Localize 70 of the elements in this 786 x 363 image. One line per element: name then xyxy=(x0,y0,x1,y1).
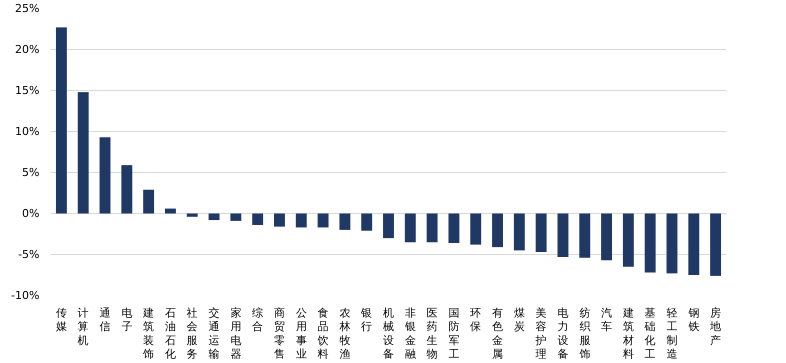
bar xyxy=(318,214,329,228)
x-tick-label: 煤炭 xyxy=(514,306,525,334)
x-tick-label: 综合 xyxy=(252,306,264,334)
y-tick-label: 5% xyxy=(22,166,40,179)
bar xyxy=(601,214,612,260)
x-tick-label: 建筑装饰 xyxy=(142,306,154,360)
x-tick-label: 石油石化 xyxy=(164,306,176,360)
x-tick-label: 建筑材料 xyxy=(622,306,634,360)
x-tick-label: 基础化工 xyxy=(644,306,656,360)
x-tick-label: 房地产 xyxy=(709,306,722,347)
x-tick-label: 美容护理 xyxy=(534,306,547,360)
bar xyxy=(644,214,656,273)
x-tick-label: 钢铁 xyxy=(687,306,700,334)
bar xyxy=(536,214,547,252)
x-tick-label: 农林牧渔 xyxy=(338,306,350,360)
x-tick-label: 机械设备 xyxy=(383,306,394,360)
x-tick-label: 计算机 xyxy=(78,306,89,347)
bar xyxy=(448,214,460,244)
x-tick-label: 银行 xyxy=(360,306,372,334)
x-tick-label: 交通运输 xyxy=(208,306,220,360)
x-tick-label: 家用电器 xyxy=(230,306,242,360)
x-tick-label: 社会服务 xyxy=(186,306,198,360)
bar xyxy=(230,214,242,221)
bar xyxy=(710,214,722,276)
x-tick-label: 轻工制造 xyxy=(666,306,678,360)
bar xyxy=(514,214,525,250)
bar xyxy=(688,214,700,275)
bar xyxy=(426,214,438,242)
x-tick-label: 有色金属 xyxy=(492,306,504,360)
bar xyxy=(121,165,132,214)
x-tick-label: 国防军工 xyxy=(448,306,460,360)
y-tick-label: 20% xyxy=(15,43,40,56)
bar xyxy=(383,214,394,238)
y-tick-label: -5% xyxy=(18,248,40,261)
y-tick-label: 25% xyxy=(15,2,40,15)
x-tick-label: 非银金融 xyxy=(404,306,416,360)
bar xyxy=(296,214,307,228)
bar xyxy=(404,214,416,242)
bar xyxy=(339,214,350,230)
x-tick-label: 传媒 xyxy=(56,306,67,334)
bar xyxy=(100,137,110,214)
x-tick-label: 电力设备 xyxy=(557,306,568,360)
bar xyxy=(492,214,503,248)
bar xyxy=(78,92,89,214)
x-tick-label: 汽车 xyxy=(601,306,612,334)
bar xyxy=(186,214,198,217)
bar xyxy=(274,214,285,227)
bar xyxy=(208,214,220,220)
bar xyxy=(164,208,176,214)
bar xyxy=(622,214,634,267)
bar xyxy=(666,214,678,274)
y-tick-label: -10% xyxy=(11,289,40,302)
x-tick-label: 食品饮料 xyxy=(316,306,329,360)
x-tick-label: 环保 xyxy=(470,306,482,334)
y-tick-label: 15% xyxy=(15,84,40,97)
x-tick-label: 公用事业 xyxy=(296,306,307,360)
bar xyxy=(252,214,264,225)
bar xyxy=(56,27,67,214)
y-tick-label: 10% xyxy=(15,125,40,138)
bar xyxy=(361,214,372,231)
bar xyxy=(579,214,590,258)
bar xyxy=(470,214,482,245)
bar xyxy=(558,214,568,257)
x-tick-label: 商贸零售 xyxy=(274,306,285,360)
x-tick-label: 通信 xyxy=(100,306,111,334)
x-tick-label: 纺织服饰 xyxy=(578,306,590,360)
y-tick-label: 0% xyxy=(22,207,40,220)
x-tick-label: 医药生物 xyxy=(426,306,438,360)
bar xyxy=(143,190,154,214)
x-tick-label: 电子 xyxy=(121,306,132,334)
